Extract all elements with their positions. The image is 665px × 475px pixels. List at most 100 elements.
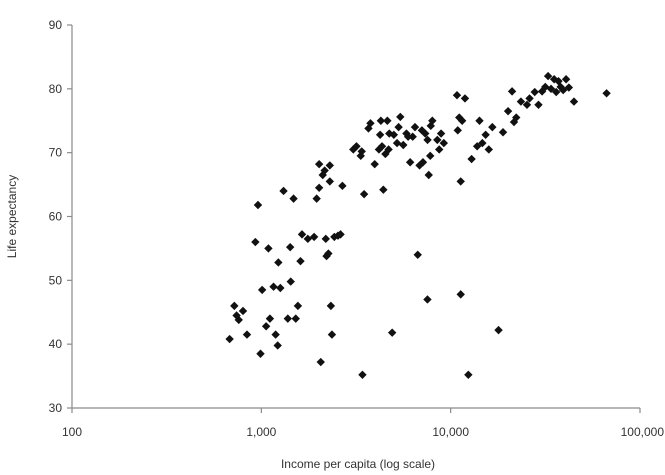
scatter-point bbox=[276, 283, 285, 293]
scatter-point bbox=[494, 325, 503, 335]
scatter-point bbox=[543, 71, 553, 81]
y-tick-label: 70 bbox=[49, 146, 63, 160]
scatter-point bbox=[516, 97, 526, 106]
y-tick-label: 90 bbox=[49, 18, 63, 32]
scatter-point bbox=[503, 106, 513, 116]
scatter-point bbox=[293, 301, 303, 311]
scatter-point bbox=[264, 244, 273, 253]
scatter-point bbox=[488, 122, 497, 132]
scatter-point bbox=[375, 130, 385, 139]
scatter-point bbox=[336, 230, 345, 239]
scatter-point bbox=[478, 138, 487, 148]
scatter-point bbox=[269, 282, 278, 291]
scatter-point bbox=[460, 94, 470, 103]
scatter-point bbox=[359, 189, 369, 199]
scatter-point bbox=[569, 97, 579, 106]
scatter-point bbox=[457, 116, 467, 125]
scatter-point bbox=[484, 145, 493, 154]
scatter-point bbox=[410, 122, 420, 132]
scatter-point bbox=[234, 315, 243, 325]
scatter-point bbox=[426, 151, 435, 161]
scatter-point bbox=[534, 100, 543, 109]
chart-axes: 30 40 50 60 70 80 90 100 1,000 10,000 100,000 bbox=[49, 18, 665, 439]
scatter-point bbox=[498, 128, 508, 137]
scatter-point bbox=[456, 177, 465, 186]
scatter-point bbox=[385, 129, 394, 138]
scatter-point bbox=[279, 186, 288, 196]
scatter-point bbox=[274, 258, 283, 267]
scatter-point bbox=[303, 234, 313, 244]
scatter-point bbox=[314, 159, 324, 169]
scatter-point bbox=[352, 142, 361, 151]
scatter-point bbox=[396, 112, 405, 122]
scatter-point bbox=[283, 314, 293, 323]
scatter-point bbox=[394, 122, 403, 132]
scatter-point bbox=[256, 349, 265, 358]
scatter-point bbox=[456, 290, 465, 299]
y-tick-label: 40 bbox=[49, 337, 63, 351]
scatter-point bbox=[530, 87, 539, 97]
x-tick-label: 100 bbox=[62, 425, 82, 439]
scatter-point bbox=[392, 138, 402, 148]
x-tick-label: 1,000 bbox=[246, 425, 276, 439]
scatter-point bbox=[552, 87, 561, 97]
scatter-point bbox=[418, 158, 428, 167]
scatter-point bbox=[324, 249, 333, 258]
scatter-point bbox=[286, 277, 295, 286]
scatter-point bbox=[338, 181, 347, 191]
scatter-point bbox=[436, 129, 446, 138]
y-tick-label: 50 bbox=[49, 273, 63, 287]
scatter-point bbox=[428, 116, 437, 125]
scatter-point bbox=[423, 135, 432, 145]
scatter-point bbox=[481, 130, 490, 139]
scatter-point bbox=[296, 256, 305, 266]
scatter-point bbox=[399, 140, 408, 150]
scatter-point bbox=[273, 341, 282, 350]
x-axis-title: Income per capita (log scale) bbox=[281, 457, 435, 471]
y-axis-title: Life expectancy bbox=[5, 175, 19, 258]
scatter-point bbox=[325, 177, 335, 186]
scatter-point bbox=[435, 145, 444, 154]
scatter-point bbox=[230, 301, 239, 311]
scatter-point bbox=[357, 147, 366, 156]
scatter-point bbox=[423, 295, 432, 304]
scatter-point bbox=[370, 159, 379, 169]
scatter-point bbox=[251, 237, 260, 247]
scatter-point bbox=[512, 113, 521, 122]
scatter-point bbox=[453, 126, 462, 135]
scatter-point bbox=[318, 170, 327, 180]
scatter-point bbox=[525, 94, 534, 103]
scatter-point bbox=[238, 306, 248, 316]
scatter-point bbox=[405, 158, 415, 167]
scatter-point bbox=[225, 334, 234, 344]
scatter-point bbox=[564, 83, 574, 92]
x-tick-label: 10,000 bbox=[432, 425, 469, 439]
scatter-point bbox=[602, 89, 611, 98]
chart-points bbox=[225, 71, 611, 380]
y-tick-label: 60 bbox=[49, 210, 63, 224]
scatter-point bbox=[325, 161, 335, 170]
scatter-point bbox=[384, 145, 393, 154]
scatter-point bbox=[464, 370, 473, 380]
scatter-point bbox=[261, 322, 271, 331]
scatter-point bbox=[376, 116, 386, 125]
scatter-point bbox=[289, 194, 298, 203]
scatter-point bbox=[549, 75, 559, 84]
scatter-point bbox=[265, 314, 275, 323]
scatter-point bbox=[381, 149, 390, 159]
scatter-point bbox=[433, 135, 442, 145]
scatter-point bbox=[475, 116, 484, 125]
scatter-point bbox=[291, 314, 300, 323]
scatter-point bbox=[561, 75, 571, 84]
scatter-point bbox=[321, 234, 330, 244]
scatter-point bbox=[421, 129, 430, 138]
scatter-point bbox=[309, 232, 319, 242]
scatter-point bbox=[413, 250, 422, 259]
scatter-point bbox=[408, 132, 417, 141]
scatter-point bbox=[387, 328, 397, 337]
scatter-point bbox=[320, 166, 329, 175]
scatter-point bbox=[316, 357, 325, 367]
scatter-point bbox=[403, 132, 413, 141]
scatter-point bbox=[383, 116, 392, 125]
